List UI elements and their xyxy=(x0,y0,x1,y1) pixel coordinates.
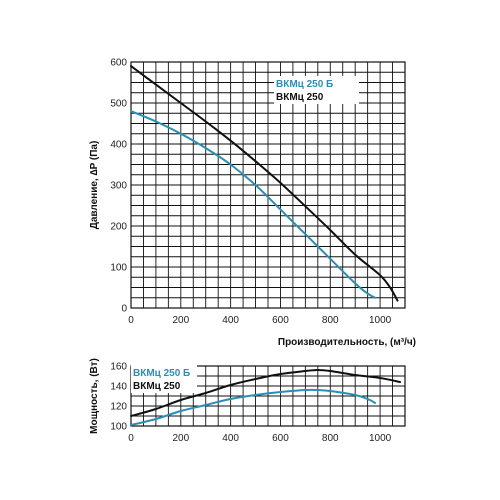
bot-x-tick-label: 0 xyxy=(128,433,134,444)
power-legend-item-vkmc-250: ВКМц 250 xyxy=(133,381,181,392)
power-chart: 0 200 400 600 800 1000 100 120 140 160 Мощность,… xyxy=(89,358,406,444)
top-y-tick-label: 200 xyxy=(110,222,127,233)
top-x-tick-label: 400 xyxy=(222,315,239,326)
bot-x-tick-label: 400 xyxy=(222,433,239,444)
top-x-tick-label: 1000 xyxy=(369,315,392,326)
bot-y-tick-label: 100 xyxy=(110,422,127,433)
pressure-x-axis-label: Производительность, (м³/ч) xyxy=(278,337,416,348)
top-x-tick-label: 800 xyxy=(322,315,339,326)
bot-x-tick-label: 600 xyxy=(272,433,289,444)
bot-series-line-0 xyxy=(130,388,377,426)
bot-x-tick-label: 800 xyxy=(322,433,339,444)
top-x-tick-label: 600 xyxy=(272,315,289,326)
pressure-legend-item-vkmc-250-b: ВКМц 250 Б xyxy=(276,79,333,90)
pressure-legend-item-vkmc-250: ВКМц 250 xyxy=(276,92,324,103)
bot-y-tick-label: 140 xyxy=(110,382,127,393)
bot-y-tick-label: 160 xyxy=(110,362,127,373)
top-y-tick-label: 400 xyxy=(110,140,127,151)
pressure-x-ticks: 0 200 400 600 800 1000 xyxy=(128,315,391,326)
power-y-axis-label: Мощность, (Вт) xyxy=(89,358,100,434)
power-y-ticks: 100 120 140 160 xyxy=(110,362,127,433)
top-y-tick-label: 600 xyxy=(110,58,127,69)
top-series-line-0 xyxy=(130,110,377,299)
top-series-line-1 xyxy=(130,65,399,302)
power-legend-item-vkmc-250-b: ВКМц 250 Б xyxy=(133,368,190,379)
top-x-tick-label: 0 xyxy=(128,315,134,326)
pressure-series xyxy=(130,65,399,302)
pressure-plot-frame xyxy=(130,61,406,309)
power-legend-background xyxy=(131,365,197,393)
top-y-tick-label: 100 xyxy=(110,263,127,274)
pressure-y-ticks: 0 100 200 300 400 500 600 xyxy=(110,58,127,315)
top-y-tick-label: 500 xyxy=(110,99,127,110)
pressure-grid xyxy=(131,62,405,308)
top-y-tick-label: 300 xyxy=(110,181,127,192)
pressure-legend: ВКМц 250 Б ВКМц 250 xyxy=(274,76,359,104)
bot-x-tick-label: 200 xyxy=(172,433,189,444)
top-x-tick-label: 200 xyxy=(172,315,189,326)
power-plot-frame xyxy=(130,365,406,427)
top-y-tick-label: 0 xyxy=(121,304,127,315)
bot-series-line-1 xyxy=(130,369,401,417)
bot-x-tick-label: 1000 xyxy=(369,433,392,444)
power-legend: ВКМц 250 Б ВКМц 250 xyxy=(131,365,197,393)
power-series xyxy=(130,369,401,426)
pressure-legend-background xyxy=(274,76,359,104)
pressure-chart: 0 200 400 600 800 1000 0 100 200 300 400 500 600 Пр… xyxy=(89,58,416,349)
power-x-ticks: 0 200 400 600 800 1000 xyxy=(128,433,391,444)
bot-y-tick-label: 120 xyxy=(110,402,127,413)
pressure-y-axis-label: Давление, ∆P (Па) xyxy=(89,141,100,230)
